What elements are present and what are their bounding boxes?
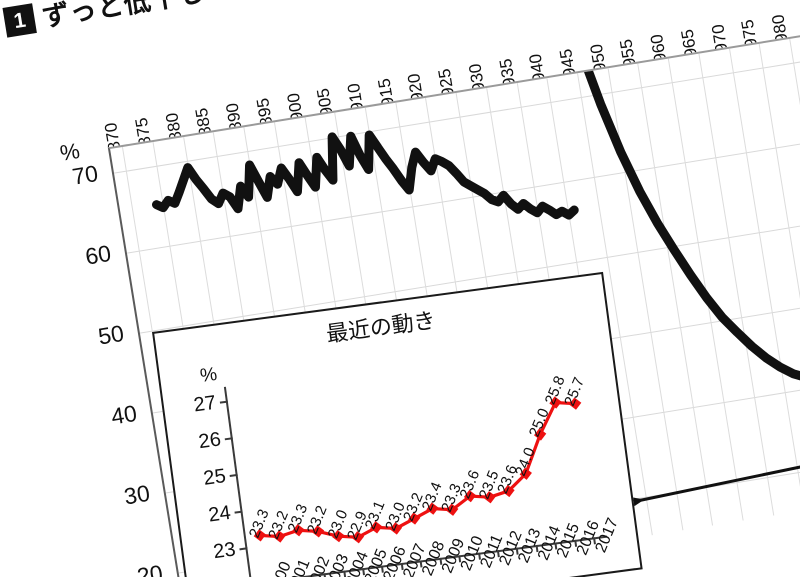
engel-coefficient-line [152,39,800,422]
inset-y-axis-tick-label: 24 [207,501,233,527]
y-axis-tick [130,331,141,336]
inset-plot-area: 2000200120022003200420052006200720082009… [219,339,622,577]
main-chart: % 70 60 50 40 30 20 1870 1875 1880 1885 1890 1895 1… [52,0,800,577]
inset-y-axis-unit-label: % [198,363,219,387]
inset-chart: 最近の動き % 272625242322 2000200120022003200… [152,271,643,577]
y-axis-tick-label: 20 [135,560,165,577]
inset-data-marker [519,467,532,480]
inset-y-axis-tick-label: 27 [192,391,218,417]
inset-y-axis-tick [234,510,243,514]
y-axis-tick [156,491,166,496]
inset-data-marker [351,531,365,544]
inset-y-axis-tick [229,473,238,477]
inset-y-axis-tick [219,400,228,404]
figure-number-badge: 1 [2,3,37,38]
inset-y-axis-tick-label: 26 [197,428,223,454]
inset-data-marker [292,524,305,537]
callout-arrow-icon [612,465,800,518]
inset-data-marker [311,525,325,538]
inset-data-marker [408,512,421,525]
inset-y-axis-tick [239,547,248,551]
y-axis-tick [117,251,128,256]
inset-data-marker [332,529,345,543]
series-prewar [152,130,579,220]
y-axis-tick-label: 50 [96,320,126,350]
inset-data-marker [426,502,439,515]
inset-y-axis-tick-label: 23 [211,538,237,564]
y-axis-tick-label: 30 [122,480,152,510]
plot-area [107,9,800,577]
recent-engel-line [253,396,582,544]
inset-y-axis-tick [224,437,233,441]
y-axis-tick [143,411,154,416]
y-axis-tick-label: 60 [83,240,113,270]
y-axis-tick-label: 70 [70,160,100,190]
inset-data-marker [549,396,562,409]
page-title: ずっと低下してきたエンゲ [39,0,369,35]
inset-data-marker [483,491,496,504]
inset-data-marker [463,489,477,503]
y-axis-tick [169,571,179,576]
inset-data-marker [253,529,266,542]
series-postwar [573,39,800,422]
inset-data-marker [502,484,515,498]
y-axis-tick [107,171,115,176]
inset-data-marker [370,521,383,534]
inset-data-marker [569,397,582,410]
inset-data-marker [533,428,547,441]
inset-data-marker [446,503,459,516]
inset-y-axis-tick-label: 25 [202,464,228,490]
y-axis-tick-label: 40 [109,400,139,430]
inset-data-marker [389,522,403,535]
inset-data-marker [273,530,286,543]
